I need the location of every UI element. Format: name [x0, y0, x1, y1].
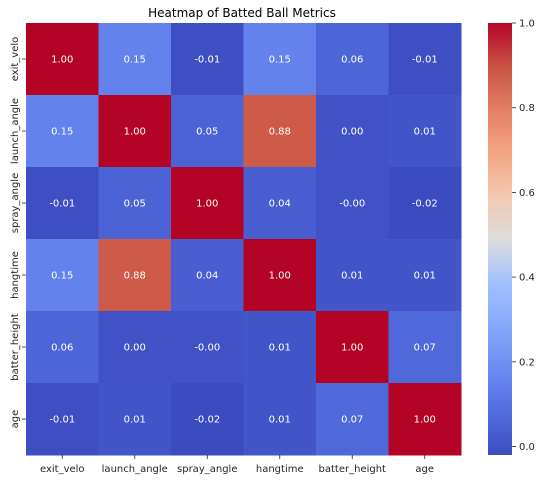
- cell-value-label: 0.15: [51, 271, 73, 282]
- cell-annotations: 1.00 0.15 -0.01 0.15 0.06 -0.01 0.15 1.00 0.05 0.…: [49, 55, 437, 426]
- x-axis: exit_velo launch_angle spray_angle hangtime…: [40, 455, 434, 475]
- y-tick-label: hangtime: [10, 251, 21, 299]
- heatmap-cell: [243, 311, 317, 384]
- heatmap-cell: [243, 383, 317, 456]
- heatmap-cell: [388, 167, 462, 240]
- cell-value-label: 1.00: [196, 199, 218, 210]
- cell-value-label: 1.00: [124, 127, 146, 138]
- cell-value-label: 0.01: [341, 271, 363, 282]
- cell-value-label: 0.01: [269, 343, 291, 354]
- cell-value-label: 0.05: [196, 127, 218, 138]
- x-tick-label: spray_angle: [177, 464, 237, 475]
- x-tick-label: batter_height: [319, 464, 387, 475]
- cell-value-label: 0.15: [124, 55, 146, 66]
- heatmap-cell: [316, 23, 389, 96]
- colorbar-tick-label: 0.2: [519, 357, 535, 368]
- cell-value-label: -0.01: [412, 55, 438, 66]
- heatmap-cell: [388, 311, 462, 384]
- cell-value-label: 0.07: [414, 343, 436, 354]
- y-tick-label: age: [10, 410, 21, 429]
- heatmap-cell: [316, 383, 389, 456]
- colorbar-tick-label: 1.0: [519, 19, 535, 30]
- cell-value-label: 0.07: [341, 415, 363, 426]
- y-tick-label: launch_angle: [10, 98, 21, 164]
- heatmap-cell: [171, 95, 244, 168]
- heatmap-cell: [388, 23, 462, 96]
- colorbar-tick-label: 0.4: [519, 273, 535, 284]
- colorbar-tick-label: 0.6: [519, 188, 535, 199]
- heatmap-cell: [316, 239, 389, 312]
- cell-value-label: 0.01: [414, 127, 436, 138]
- heatmap-cell: [98, 239, 172, 312]
- cell-value-label: 0.04: [196, 271, 218, 282]
- heatmap-cell: [316, 95, 389, 168]
- cell-value-label: 0.06: [51, 343, 73, 354]
- cell-value-label: -0.01: [49, 415, 75, 426]
- heatmap-cell: [243, 95, 317, 168]
- cell-value-label: 0.88: [124, 271, 146, 282]
- cell-value-label: 0.04: [269, 199, 291, 210]
- cell-value-label: 1.00: [269, 271, 291, 282]
- heatmap-cell: [98, 311, 172, 384]
- cell-value-label: 0.01: [414, 271, 436, 282]
- cell-value-label: -0.00: [194, 343, 220, 354]
- heatmap-cell: [98, 383, 172, 456]
- colorbar-gradient: [488, 23, 512, 455]
- cell-value-label: -0.02: [412, 199, 438, 210]
- heatmap-cell: [98, 95, 172, 168]
- heatmap-cell: [171, 167, 244, 240]
- heatmap-cell: [26, 383, 99, 456]
- heatmap-cell: [243, 167, 317, 240]
- heatmap-cell: [171, 311, 244, 384]
- cell-value-label: 0.05: [124, 199, 146, 210]
- heatmap-cell: [26, 239, 99, 312]
- heatmap-cell: [388, 239, 462, 312]
- cell-value-label: 0.00: [341, 127, 363, 138]
- colorbar-tick-label: 0.0: [519, 442, 535, 453]
- cell-value-label: -0.00: [339, 199, 365, 210]
- heatmap-cell: [26, 23, 99, 96]
- colorbar: 0.0 0.2 0.4 0.6 0.8 1.0: [488, 19, 535, 455]
- heatmap-cell: [316, 311, 389, 384]
- heatmap-cell: [388, 95, 462, 168]
- y-tick-label: exit_velo: [10, 37, 21, 82]
- heatmap-cell: [243, 239, 317, 312]
- cell-value-label: -0.02: [194, 415, 220, 426]
- cell-value-label: -0.01: [49, 199, 75, 210]
- heatmap-cell: [171, 239, 244, 312]
- heatmap-cell: [243, 23, 317, 96]
- colorbar-tick-label: 0.8: [519, 103, 535, 114]
- heatmap-cell: [26, 95, 99, 168]
- cell-value-label: 0.88: [269, 127, 291, 138]
- x-tick-label: hangtime: [256, 464, 304, 475]
- heatmap-cell: [171, 23, 244, 96]
- cell-value-label: 1.00: [341, 343, 363, 354]
- cell-value-label: 0.00: [124, 343, 146, 354]
- chart-title: Heatmap of Batted Ball Metrics: [148, 6, 336, 20]
- cell-value-label: 1.00: [414, 415, 436, 426]
- y-tick-label: batter_height: [10, 313, 21, 381]
- heatmap-cell: [171, 383, 244, 456]
- cell-value-label: 1.00: [51, 55, 73, 66]
- heatmap-cell: [98, 23, 172, 96]
- cell-value-label: 0.01: [124, 415, 146, 426]
- heatmap-cell: [26, 311, 99, 384]
- y-tick-label: spray_angle: [10, 173, 21, 233]
- heatmap-cell: [316, 167, 389, 240]
- cell-value-label: 0.01: [269, 415, 291, 426]
- x-tick-label: exit_velo: [40, 464, 85, 475]
- heatmap-cell: [26, 167, 99, 240]
- x-tick-label: launch_angle: [102, 464, 168, 475]
- heatmap-cell: [98, 167, 172, 240]
- x-tick-label: age: [415, 464, 434, 475]
- cell-value-label: 0.15: [51, 127, 73, 138]
- cell-value-label: 0.06: [341, 55, 363, 66]
- cell-value-label: -0.01: [194, 55, 220, 66]
- y-axis: exit_velo launch_angle spray_angle hangtime…: [10, 37, 26, 429]
- cell-value-label: 0.15: [269, 55, 291, 66]
- heatmap-cells: [26, 23, 462, 456]
- heatmap-cell: [388, 383, 462, 456]
